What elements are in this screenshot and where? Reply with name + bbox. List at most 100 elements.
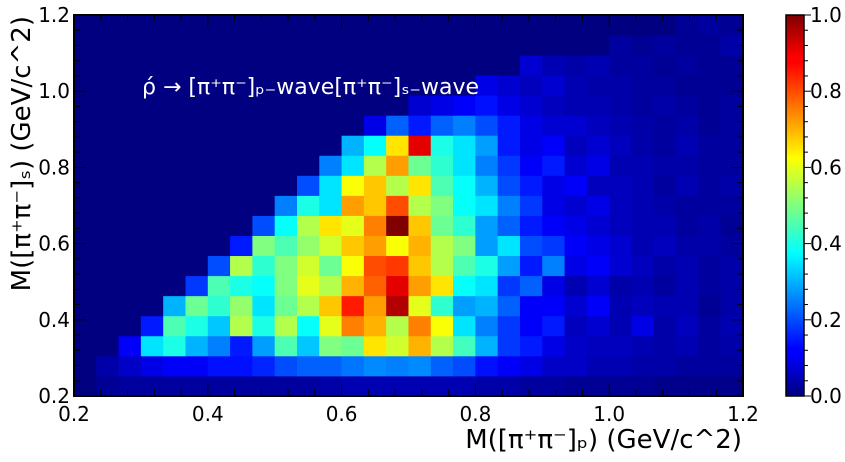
heatmap-cell — [319, 215, 342, 236]
heatmap-cell — [720, 115, 744, 136]
heatmap-cell — [185, 335, 209, 357]
heatmap-cell — [230, 115, 253, 136]
heatmap-cell — [408, 355, 432, 377]
heatmap-cell — [274, 135, 298, 156]
heatmap-cell — [140, 135, 164, 156]
heatmap-cell — [274, 75, 298, 96]
heatmap-cell — [185, 275, 209, 297]
heatmap-cell — [207, 275, 231, 297]
x-tick-label: 1.0 — [593, 402, 625, 426]
heatmap-cell — [475, 95, 499, 116]
heatmap-cell — [408, 255, 432, 277]
heatmap-cell — [118, 235, 142, 257]
heatmap-cell — [653, 295, 677, 317]
y-tick-label: 0.6 — [38, 232, 70, 256]
heatmap-cell — [296, 255, 320, 277]
heatmap-cell — [609, 75, 632, 96]
heatmap-cell — [185, 15, 209, 36]
heatmap-cell — [676, 15, 699, 36]
heatmap-cell — [386, 155, 409, 176]
heatmap-cell — [118, 355, 142, 377]
heatmap-cell — [96, 195, 119, 216]
heatmap-cell — [542, 175, 565, 196]
heatmap-cell — [163, 135, 186, 156]
y-axis-ticks: 0.2 0.4 0.6 0.8 1.0 1.2 — [38, 3, 743, 408]
heatmap-cell — [118, 35, 142, 56]
heatmap-cell — [497, 115, 521, 136]
heatmap-cell — [140, 75, 164, 96]
heatmap-cell — [185, 195, 209, 216]
heatmap-cell — [564, 135, 588, 156]
heatmap-cell — [519, 255, 543, 277]
heatmap-cell — [542, 75, 565, 96]
heatmap-cell — [140, 255, 164, 277]
heatmap-cell — [163, 195, 186, 216]
heatmap-cell — [341, 295, 365, 317]
heatmap-cell — [631, 255, 655, 277]
heatmap-cell — [96, 135, 119, 156]
heatmap-cell — [564, 35, 588, 56]
heatmap-cell — [163, 115, 186, 136]
heatmap-cell — [609, 95, 632, 116]
heatmap-cell — [609, 15, 632, 36]
heatmap-cell — [453, 135, 476, 156]
heatmap-cell — [676, 75, 699, 96]
heatmap-cell — [519, 175, 543, 196]
heatmap-cell — [631, 215, 655, 236]
heatmap-cell — [475, 255, 499, 277]
heatmap-cell — [676, 55, 699, 76]
heatmap-cell — [319, 355, 342, 377]
heatmap-cell — [96, 335, 119, 357]
heatmap-cell — [408, 315, 432, 337]
heatmap-cell — [118, 275, 142, 297]
heatmap-cell — [207, 35, 231, 56]
heatmap-cell — [341, 155, 365, 176]
y-tick-label: 1.2 — [38, 3, 70, 27]
heatmap-cell — [386, 215, 409, 236]
heatmap-cell — [519, 135, 543, 156]
heatmap-cell — [430, 75, 454, 96]
heatmap-cell — [698, 375, 722, 397]
heatmap-cell — [230, 95, 253, 116]
heatmap-cell — [720, 255, 744, 277]
heatmap-cell — [319, 15, 342, 36]
heatmap-cell — [74, 355, 97, 377]
heatmap-cell — [96, 255, 119, 277]
y-tick-label: 1.0 — [38, 79, 70, 103]
heatmap-cell — [631, 135, 655, 156]
heatmap-cell — [564, 95, 588, 116]
heatmap-cell — [74, 15, 97, 36]
heatmap-cell — [118, 15, 142, 36]
heatmap-cell — [676, 355, 699, 377]
heatmap-cell — [430, 155, 454, 176]
heatmap-cell — [586, 275, 610, 297]
heatmap-cell — [475, 215, 499, 236]
heatmap-cell — [542, 95, 565, 116]
heatmap-cell — [274, 335, 298, 357]
heatmap-cell — [386, 35, 409, 56]
heatmap-cell — [118, 155, 142, 176]
heatmap-cell — [609, 35, 632, 56]
heatmap-cell — [609, 155, 632, 176]
heatmap-cell — [676, 215, 699, 236]
heatmap-cell — [207, 375, 231, 397]
heatmap-cell — [609, 235, 632, 257]
heatmap-cell — [74, 275, 97, 297]
heatmap-cell — [430, 355, 454, 377]
heatmap-cell — [363, 215, 387, 236]
heatmap-cell — [497, 75, 521, 96]
heatmap-cell — [430, 375, 454, 397]
heatmap-cell — [140, 115, 164, 136]
heatmap-cell — [230, 75, 253, 96]
heatmap-cell — [453, 35, 476, 56]
heatmap-cell — [453, 55, 476, 76]
heatmap-cell — [274, 55, 298, 76]
heatmap-cell — [207, 115, 231, 136]
heatmap-cell — [163, 15, 186, 36]
heatmap-cell — [698, 195, 722, 216]
heatmap-cell — [363, 315, 387, 337]
heatmap-cell — [653, 55, 677, 76]
colorbar-tick-label: 0.6 — [810, 155, 842, 179]
heatmap-cell — [296, 275, 320, 297]
heatmap-cell — [564, 175, 588, 196]
